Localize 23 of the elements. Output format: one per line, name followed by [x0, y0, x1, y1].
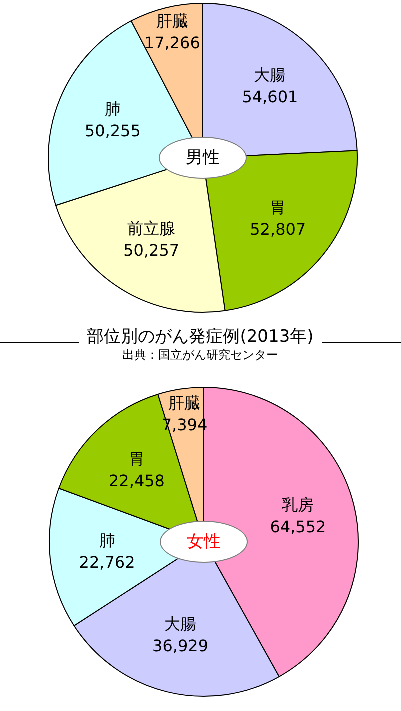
slice-label: 肺 — [99, 530, 116, 550]
data-label: 64,552 — [270, 518, 326, 537]
slice-label: 胃 — [270, 198, 286, 218]
data-label: 22,762 — [79, 552, 136, 572]
slice-label: 肝臓 — [156, 12, 188, 31]
data-label: 50,255 — [84, 121, 141, 140]
data-label: 22,458 — [109, 472, 165, 491]
slice-label: 乳房 — [282, 496, 314, 515]
source-note: 出典：国立がん研究センター — [122, 348, 278, 363]
slice-label: 肺 — [104, 99, 121, 118]
slice-label: 大腸 — [164, 614, 197, 634]
data-label: 54,601 — [242, 88, 298, 107]
slice-label: 肝臓 — [168, 393, 201, 412]
text: 男性 — [159, 137, 247, 179]
data-label: 17,266 — [144, 34, 200, 53]
data-label: 36,929 — [152, 636, 209, 656]
slice-label: 胃 — [128, 450, 145, 469]
text: 部位別のがん発症例(2013年) — [87, 326, 314, 348]
slice-label: 前立腺 — [128, 218, 176, 238]
text: 女性 — [160, 521, 248, 563]
slice-label: 大腸 — [254, 66, 286, 85]
data-label: 52,807 — [250, 220, 306, 240]
data-label: 50,257 — [124, 240, 180, 260]
